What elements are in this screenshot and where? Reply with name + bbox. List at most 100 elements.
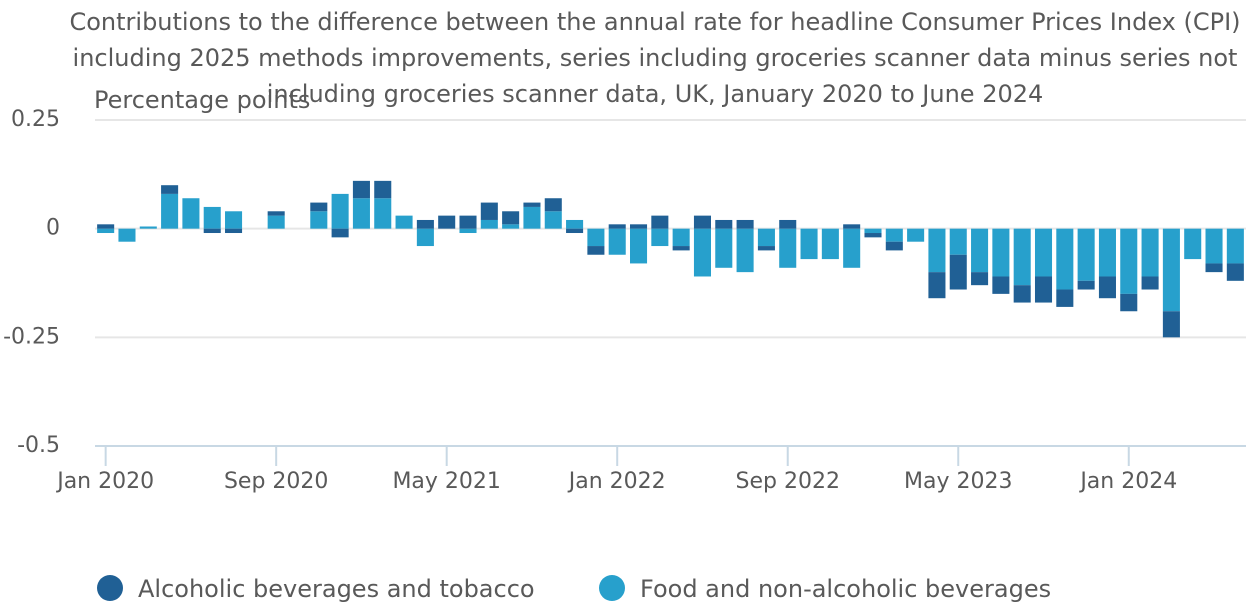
bar-segment bbox=[374, 198, 392, 229]
bar-segment bbox=[971, 228, 989, 273]
bar-segment bbox=[1141, 276, 1159, 290]
x-tick-label: Jan 2020 bbox=[55, 469, 154, 494]
bar-segment bbox=[352, 180, 370, 199]
bar-segment bbox=[715, 228, 733, 268]
y-axis-label: Percentage points bbox=[94, 86, 311, 114]
bar-segment bbox=[395, 215, 413, 229]
bar-segment bbox=[139, 226, 157, 229]
bar-segment bbox=[480, 219, 498, 229]
bar-segment bbox=[715, 219, 733, 229]
bar-segment bbox=[928, 272, 946, 299]
bar-segment bbox=[161, 193, 179, 229]
bar-segment bbox=[971, 272, 989, 286]
bar-segment bbox=[864, 228, 882, 234]
legend-marker bbox=[97, 575, 123, 601]
x-tick-label: May 2021 bbox=[392, 469, 500, 494]
bar-segment bbox=[544, 198, 562, 212]
bar-segment bbox=[630, 228, 648, 264]
bar-segment bbox=[779, 228, 797, 268]
x-tick-label: Sep 2022 bbox=[736, 469, 840, 494]
bar-segment bbox=[992, 276, 1010, 294]
bar-segment bbox=[1205, 263, 1223, 273]
bar-segment bbox=[352, 198, 370, 229]
x-tick-label: May 2023 bbox=[904, 469, 1012, 494]
bar-segment bbox=[949, 254, 967, 290]
bar-segment bbox=[267, 211, 285, 216]
bar-segment bbox=[907, 228, 925, 242]
bar-segment bbox=[1077, 228, 1095, 281]
bar-segment bbox=[1226, 228, 1244, 264]
bar-segment bbox=[566, 228, 584, 234]
bar-segment bbox=[1034, 276, 1053, 303]
legend-marker bbox=[599, 575, 625, 601]
bar-segment bbox=[331, 193, 349, 229]
bar-segment bbox=[182, 198, 200, 229]
chart-title: Contributions to the difference between … bbox=[69, 8, 1241, 108]
bar-segment bbox=[843, 228, 861, 268]
bar-segment bbox=[885, 228, 903, 242]
bar-segment bbox=[502, 211, 520, 225]
x-tick-label: Jan 2024 bbox=[1078, 469, 1177, 494]
bar-segment bbox=[843, 224, 861, 229]
y-tick-label: 0 bbox=[46, 216, 60, 241]
bar-segment bbox=[608, 224, 626, 229]
bar-segment bbox=[480, 202, 498, 220]
bar-segment bbox=[672, 246, 690, 251]
legend-label: Alcoholic beverages and tobacco bbox=[138, 575, 535, 603]
bar-segment bbox=[1056, 228, 1074, 290]
bar-segment bbox=[1120, 228, 1138, 294]
bar-segment bbox=[757, 228, 775, 247]
bar-segment bbox=[310, 211, 328, 229]
bar-segment bbox=[1013, 228, 1031, 286]
bar-segment bbox=[416, 228, 434, 247]
bar-segment bbox=[225, 211, 243, 229]
bar-segment bbox=[459, 228, 477, 234]
bar-segment bbox=[544, 211, 562, 229]
x-tick-label: Jan 2022 bbox=[567, 469, 666, 494]
bar-segment bbox=[416, 219, 434, 229]
y-tick-label: 0.25 bbox=[11, 107, 60, 132]
bar-segment bbox=[1013, 285, 1031, 303]
bar-segment bbox=[1205, 228, 1223, 264]
bar-segment bbox=[693, 228, 711, 277]
bar-segment bbox=[97, 228, 115, 234]
bar-segment bbox=[523, 206, 541, 229]
bar-segment bbox=[1056, 289, 1074, 307]
y-tick-label: -0.5 bbox=[17, 433, 60, 458]
bar-segment bbox=[587, 246, 605, 255]
bar-segment bbox=[161, 185, 179, 194]
bar-segment bbox=[566, 219, 584, 229]
bar-segment bbox=[757, 246, 775, 251]
bar-segment bbox=[1162, 228, 1180, 312]
bar-segment bbox=[1141, 228, 1159, 277]
bar-segment bbox=[203, 206, 221, 229]
bar-segment bbox=[1226, 263, 1244, 281]
bar-segment bbox=[864, 233, 882, 238]
bar-segment bbox=[949, 228, 967, 255]
bar-segment bbox=[630, 224, 648, 229]
bar-segment bbox=[928, 228, 946, 273]
bar-segment bbox=[651, 228, 669, 247]
bar-segment bbox=[672, 228, 690, 247]
bar-segment bbox=[1034, 228, 1053, 277]
bar-segment bbox=[1077, 280, 1095, 290]
bar-segment bbox=[118, 228, 136, 242]
bar-segment bbox=[608, 228, 626, 255]
bar-segment bbox=[225, 228, 243, 234]
bar-segment bbox=[736, 219, 754, 229]
bar-segment bbox=[800, 228, 818, 260]
bar-segment bbox=[821, 228, 839, 260]
bar-segment bbox=[203, 228, 221, 234]
bar-segment bbox=[1184, 228, 1202, 260]
bar-segment bbox=[502, 224, 520, 229]
bar-segment bbox=[1098, 276, 1116, 299]
bar-segment bbox=[97, 224, 115, 229]
bar-segment bbox=[693, 215, 711, 229]
bar-segment bbox=[438, 215, 456, 229]
bar-segment bbox=[651, 215, 669, 229]
bar-segment bbox=[1120, 293, 1138, 312]
bar-segment bbox=[523, 202, 541, 207]
legend-label: Food and non-alcoholic beverages bbox=[640, 575, 1051, 603]
